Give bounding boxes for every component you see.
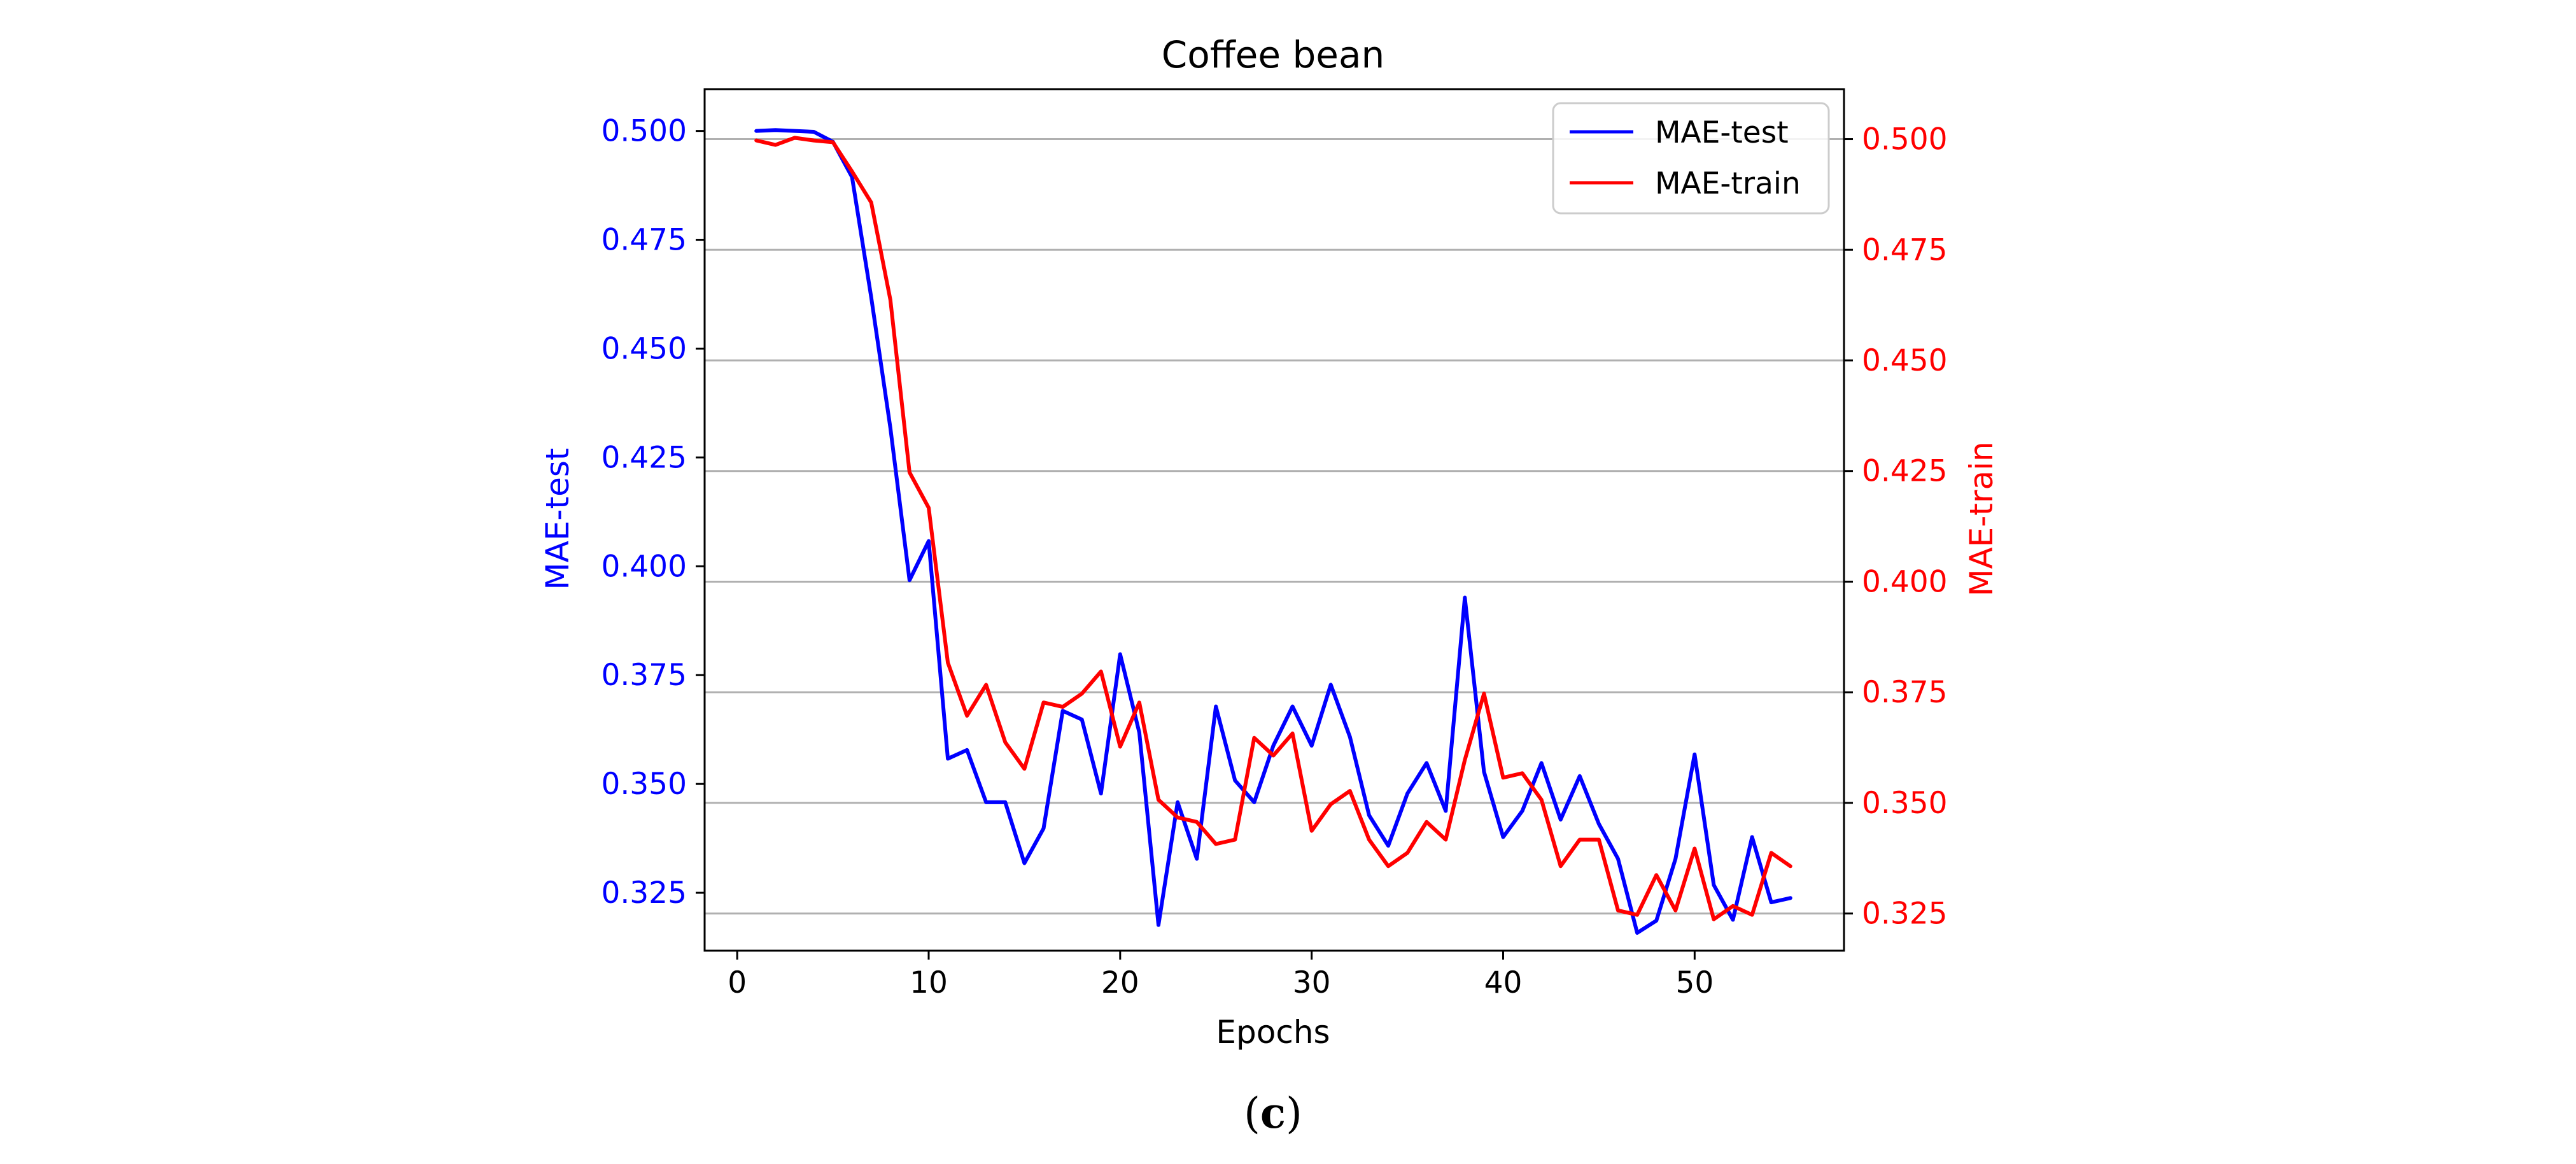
y-left-tick-label: 0.375 (601, 658, 687, 693)
plot-frame (703, 88, 1845, 952)
chart-title: Coffee bean (1162, 33, 1385, 76)
x-tick-label: 40 (1484, 965, 1523, 1000)
grid-lines (705, 138, 1844, 915)
y-right-tick-label: 0.500 (1862, 122, 1948, 157)
x-axis-label: Epochs (1216, 1014, 1330, 1051)
y-left-tick-label: 0.500 (601, 114, 687, 149)
y-left-tick-label: 0.425 (601, 440, 687, 475)
y-axis-left: 0.500 0.475 0.450 0.425 0.400 0.375 0.350 0.325 (601, 114, 705, 911)
y-axis-left-label: MAE-test (539, 448, 576, 590)
series-line-mae-test (754, 128, 1792, 935)
caption-label: c (1260, 1088, 1286, 1138)
figure-caption: (c) (1244, 1088, 1302, 1138)
x-tick-label: 20 (1101, 965, 1139, 1000)
y-right-tick-label: 0.375 (1862, 675, 1948, 710)
y-right-tick-label: 0.425 (1862, 454, 1948, 489)
y-axis-right: 0.500 0.475 0.450 0.425 0.400 0.375 0.350 0.325 (1844, 122, 1948, 932)
x-tick-label: 10 (910, 965, 948, 1000)
y-right-tick-label: 0.475 (1862, 232, 1948, 267)
y-right-tick-label: 0.450 (1862, 343, 1948, 378)
y-right-tick-label: 0.325 (1862, 897, 1948, 932)
legend: MAE-test MAE-train (1552, 102, 1830, 215)
x-axis: 0 10 20 30 40 50 (728, 951, 1714, 1000)
y-left-tick-label: 0.400 (601, 549, 687, 584)
x-tick-label: 30 (1293, 965, 1331, 1000)
y-left-tick-label: 0.450 (601, 331, 687, 366)
y-left-tick-label: 0.350 (601, 767, 687, 802)
legend-label-mae-test: MAE-test (1655, 115, 1789, 150)
legend-label-mae-train: MAE-train (1655, 166, 1801, 201)
caption-open: ( (1244, 1089, 1260, 1138)
y-left-tick-label: 0.475 (601, 223, 687, 258)
y-right-tick-label: 0.400 (1862, 564, 1948, 599)
y-right-tick-label: 0.350 (1862, 786, 1948, 821)
x-tick-label: 50 (1675, 965, 1714, 1000)
y-left-tick-label: 0.325 (601, 876, 687, 911)
data-lines (754, 128, 1792, 935)
x-tick-label: 0 (728, 965, 747, 1000)
caption-close: ) (1286, 1089, 1302, 1138)
y-axis-right-label: MAE-train (1963, 441, 2000, 596)
series-line-mae-train (754, 136, 1792, 921)
